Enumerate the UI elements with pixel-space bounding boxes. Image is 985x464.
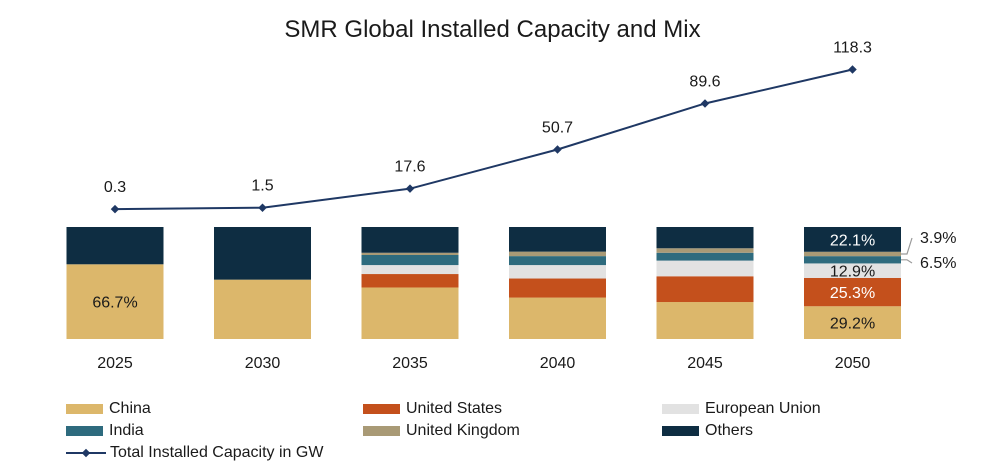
total-capacity-label-2035: 17.6	[394, 159, 425, 176]
total-capacity-line	[114, 68, 853, 211]
legend-item-total-capacity: Total Installed Capacity in GW	[66, 442, 323, 464]
legend-swatch-united-states	[363, 404, 400, 414]
bar-segment-china-2050	[804, 306, 901, 339]
segment-label-united-states-2050: 25.3%	[830, 285, 875, 302]
segment-label-china-2025: 66.7%	[92, 295, 137, 312]
total-capacity-point-2035	[405, 184, 415, 193]
total-capacity-label-2040: 50.7	[542, 120, 573, 137]
bar-segment-united-states-2035	[361, 274, 459, 288]
legend-label-china: China	[109, 400, 151, 417]
segment-label-european-union-2050: 12.9%	[830, 264, 875, 281]
bar-segment-india-2040	[509, 256, 606, 266]
bar-segment-china-2040	[509, 297, 606, 339]
bar-segment-others-2035	[361, 227, 459, 253]
total-capacity-point-2050	[848, 65, 857, 74]
bar-segment-others-2050	[804, 227, 901, 252]
chart-legend: China United States European Union India Uni…	[66, 398, 966, 464]
bar-segment-united-states-2050	[804, 277, 901, 307]
legend-item-united-kingdom: United Kingdom	[363, 420, 520, 442]
bar-segment-united-states-2040	[509, 278, 606, 298]
x-tick-label-2035: 2035	[392, 355, 428, 372]
total-capacity-label-2030: 1.5	[251, 178, 273, 195]
segment-label-others-2050: 22.1%	[830, 232, 875, 249]
bar-segment-china-2030	[214, 279, 311, 339]
total-capacity-label-2025: 0.3	[104, 179, 126, 196]
bar-segment-china-2025	[66, 264, 164, 339]
legend-swatch-india	[66, 426, 103, 436]
callout-leader-india	[901, 259, 913, 264]
legend-item-united-states: United States	[363, 398, 502, 420]
bar-segment-united-kingdom-2045	[656, 248, 754, 253]
callout-label-united-kingdom-2050: 3.9%	[920, 230, 956, 247]
x-tick-label-2030: 2030	[245, 355, 281, 372]
total-capacity-label-2045: 89.6	[689, 73, 720, 90]
legend-label-european-union: European Union	[705, 400, 821, 417]
total-capacity-point-2045	[700, 99, 710, 108]
segment-label-china-2050: 29.2%	[830, 316, 875, 333]
chart-title: SMR Global Installed Capacity and Mix	[284, 16, 701, 43]
bar-segment-india-2045	[656, 252, 754, 261]
callout-leader-united-kingdom	[901, 237, 913, 255]
total-capacity-point-2040	[553, 145, 562, 154]
legend-line-marker	[66, 448, 106, 458]
legend-swatch-european-union	[662, 404, 699, 414]
bar-segment-united-states-2045	[656, 276, 754, 303]
legend-item-china: China	[66, 398, 151, 420]
bar-segment-others-2030	[214, 227, 311, 280]
bar-segment-india-2050	[804, 256, 901, 264]
bar-segment-china-2045	[656, 302, 754, 339]
legend-label-united-kingdom: United Kingdom	[406, 422, 520, 439]
total-capacity-point-2030	[258, 203, 267, 212]
legend-item-others: Others	[662, 420, 753, 442]
bar-segment-united-kingdom-2035	[361, 252, 459, 255]
x-tick-label-2040: 2040	[540, 355, 576, 372]
bar-segment-european-union-2050	[804, 263, 901, 278]
bar-segment-others-2025	[66, 227, 164, 265]
callout-label-india-2050: 6.5%	[920, 255, 956, 272]
legend-label-total-capacity: Total Installed Capacity in GW	[110, 444, 324, 461]
bar-segment-united-kingdom-2050	[804, 251, 901, 257]
bar-segment-china-2035	[361, 287, 459, 339]
legend-item-india: India	[66, 420, 144, 442]
legend-label-india: India	[109, 422, 144, 439]
x-tick-label-2025: 2025	[97, 355, 133, 372]
bar-segment-european-union-2035	[361, 265, 459, 275]
bar-segment-others-2040	[509, 227, 606, 252]
total-capacity-label-2050: 118.3	[833, 40, 872, 57]
bar-segment-others-2045	[656, 227, 754, 249]
legend-swatch-united-kingdom	[363, 426, 400, 436]
bar-segment-india-2035	[361, 255, 459, 266]
x-tick-label-2045: 2045	[687, 355, 723, 372]
legend-label-united-states: United States	[406, 400, 503, 417]
legend-item-european-union: European Union	[662, 398, 821, 420]
legend-label-others: Others	[705, 422, 754, 439]
legend-swatch-china	[66, 404, 103, 414]
bar-segment-european-union-2045	[656, 260, 754, 277]
x-tick-label-2050: 2050	[835, 355, 871, 372]
total-capacity-point-2025	[110, 204, 120, 214]
bar-segment-european-union-2040	[509, 265, 606, 279]
legend-swatch-others	[662, 426, 699, 436]
bar-segment-united-kingdom-2040	[509, 251, 606, 257]
